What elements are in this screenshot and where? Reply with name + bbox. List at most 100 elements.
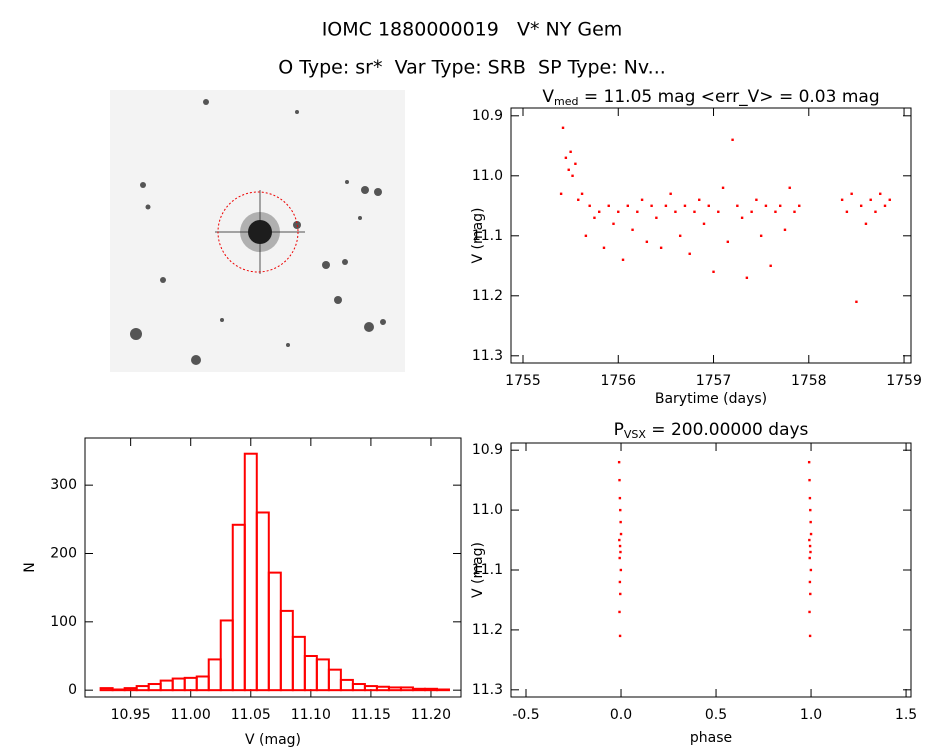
y-axis-label: V (mag) — [470, 542, 486, 598]
data-point — [619, 508, 622, 512]
data-point — [721, 186, 725, 189]
y-tick-label: 0 — [68, 682, 77, 698]
data-point — [764, 204, 768, 207]
plot-title: PVSX = 200.00000 days — [614, 420, 809, 441]
x-tick-label: 1757 — [696, 373, 732, 389]
data-point — [577, 198, 580, 201]
histogram-bar — [423, 687, 438, 692]
data-point — [698, 198, 701, 201]
data-point — [879, 192, 882, 195]
data-point — [808, 580, 812, 584]
data-point — [640, 198, 644, 201]
data-point — [808, 538, 811, 542]
sky-image — [110, 90, 405, 372]
data-point — [809, 550, 812, 554]
data-point — [678, 234, 682, 237]
x-axis-label: V (mag) — [245, 732, 301, 747]
data-point — [788, 186, 791, 189]
data-point — [584, 234, 588, 237]
histogram-bar — [111, 688, 126, 692]
histogram-bar — [435, 688, 450, 692]
data-point — [809, 508, 812, 512]
data-point — [693, 210, 696, 213]
data-point — [808, 634, 812, 638]
data-point — [845, 210, 849, 213]
data-point — [808, 478, 811, 482]
data-point — [688, 252, 691, 255]
data-point — [869, 198, 872, 201]
data-point — [618, 556, 621, 560]
data-point — [631, 228, 634, 231]
data-point — [626, 204, 629, 207]
x-tick-label: 0.5 — [705, 707, 727, 723]
data-point — [807, 460, 811, 464]
title-subscript: VSX — [624, 428, 647, 441]
data-point — [707, 204, 710, 207]
data-point — [607, 204, 610, 207]
y-tick-label: 300 — [50, 477, 77, 493]
y-tick-label: 11.1 — [472, 562, 503, 578]
x-tick-label: 1755 — [505, 373, 541, 389]
data-point — [669, 192, 672, 195]
data-point — [619, 520, 622, 524]
title-subscript: med — [554, 95, 578, 108]
data-point — [850, 192, 853, 195]
x-axis-label: Barytime (days) — [655, 391, 767, 407]
data-point — [883, 204, 887, 207]
x-tick-label: 0.0 — [610, 707, 632, 723]
data-point — [659, 246, 663, 249]
data-point — [561, 126, 565, 129]
data-point — [809, 592, 812, 596]
data-point — [674, 210, 677, 213]
data-point — [808, 556, 811, 560]
data-point — [808, 496, 812, 500]
data-point — [567, 168, 570, 171]
data-point — [593, 216, 596, 219]
data-point — [618, 610, 621, 614]
data-point — [650, 204, 653, 207]
y-tick-label: 200 — [50, 545, 77, 561]
data-point — [712, 270, 715, 273]
data-point — [759, 234, 763, 237]
data-point — [664, 204, 668, 207]
data-point — [636, 210, 639, 213]
histogram-bar — [411, 687, 426, 692]
data-point — [618, 478, 621, 482]
x-tick-label: -0.5 — [512, 707, 539, 723]
y-axis-label: N — [22, 562, 38, 572]
data-point — [809, 532, 813, 536]
data-point — [621, 258, 625, 261]
data-point — [619, 532, 623, 536]
data-point — [774, 210, 777, 213]
title-rest: = 200.00000 days — [646, 420, 809, 440]
data-point — [736, 204, 739, 207]
data-point — [859, 204, 863, 207]
data-point — [618, 580, 622, 584]
data-point — [619, 568, 623, 572]
data-point — [855, 300, 858, 303]
data-point — [559, 192, 563, 195]
data-point — [726, 240, 730, 243]
y-tick-label: 11.2 — [472, 622, 503, 638]
y-tick-label: 10.9 — [472, 108, 503, 124]
x-tick-label: 11.00 — [171, 707, 211, 723]
data-point — [783, 228, 787, 231]
data-point — [618, 538, 621, 542]
data-point — [750, 210, 753, 213]
title-main: V — [542, 87, 554, 107]
data-point — [808, 610, 811, 614]
data-point — [619, 550, 622, 554]
data-point — [569, 150, 572, 153]
data-point — [769, 264, 772, 267]
data-point — [864, 222, 868, 225]
x-axis-label: phase — [690, 730, 732, 746]
data-point — [598, 210, 601, 213]
title-main: P — [614, 420, 624, 440]
y-tick-label: 11.2 — [472, 288, 503, 304]
y-tick-label: 11.0 — [472, 168, 503, 184]
y-tick-label: 100 — [50, 614, 77, 630]
data-point — [809, 568, 813, 572]
data-point — [645, 240, 649, 243]
data-point — [779, 204, 782, 207]
